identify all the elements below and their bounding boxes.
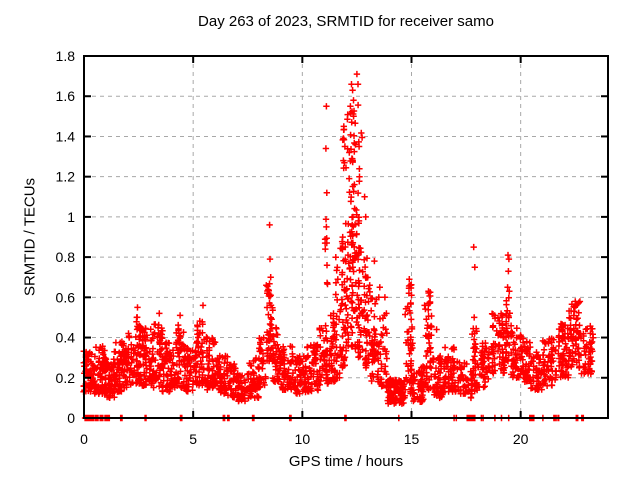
x-tick-label: 10 (295, 431, 311, 447)
x-tick-label: 15 (404, 431, 420, 447)
y-tick-label: 1.2 (56, 169, 76, 185)
y-tick-label: 1 (67, 209, 75, 225)
x-tick-label: 20 (513, 431, 529, 447)
y-tick-label: 1.4 (56, 128, 76, 144)
chart-title: Day 263 of 2023, SRMTID for receiver sam… (198, 13, 494, 30)
plot-border (83, 55, 609, 419)
x-tick-label: 0 (80, 431, 88, 447)
data-points (80, 70, 597, 422)
y-tick-label: 1.8 (56, 48, 76, 64)
y-tick-label: 0.6 (56, 289, 76, 305)
y-tick-label: 0.4 (56, 330, 76, 346)
y-tick-label: 0 (67, 410, 75, 426)
y-tick-label: 1.6 (56, 88, 76, 104)
y-tick-label: 0.2 (56, 370, 76, 386)
x-axis-title: GPS time / hours (288, 453, 404, 470)
x-tick-label: 5 (189, 431, 197, 447)
y-tick-label: 0.8 (56, 249, 76, 265)
